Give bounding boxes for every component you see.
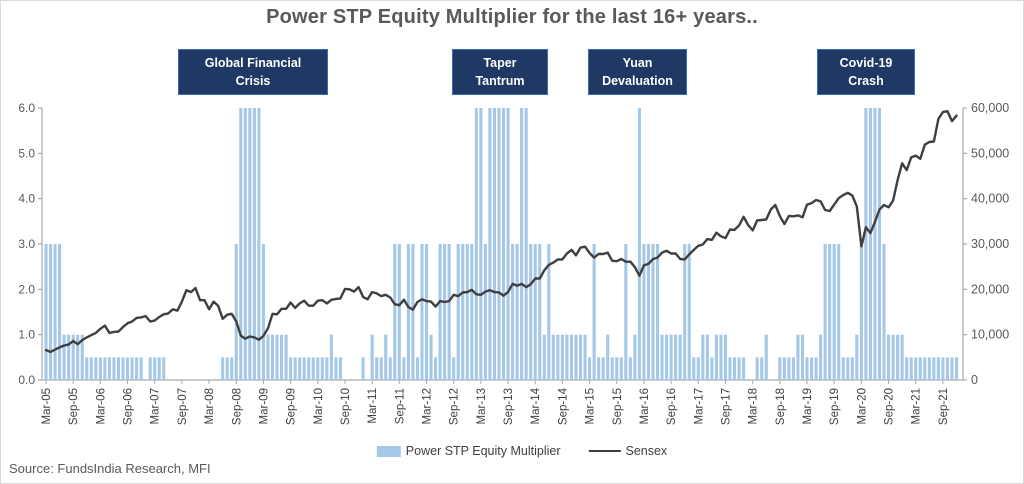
svg-text:Sep-08: Sep-08 xyxy=(231,388,243,425)
right-axis-labels: 0 10,000 20,000 30,000 40,000 50,000 60,000 xyxy=(971,101,1009,387)
annotation-taper-tantrum: Taper Tantrum xyxy=(452,49,548,95)
svg-text:Mar-16: Mar-16 xyxy=(639,388,651,424)
line-swatch-icon xyxy=(588,450,621,452)
x-axis-labels: Mar-05 Sep-05 Mar-06 Sep-06 Mar-07 Sep-07 Mar-… xyxy=(41,387,950,425)
svg-text:1.0: 1.0 xyxy=(18,328,35,342)
svg-text:3.0: 3.0 xyxy=(18,237,35,251)
svg-text:Sep-19: Sep-19 xyxy=(829,388,841,425)
svg-text:Sep-20: Sep-20 xyxy=(884,388,896,425)
svg-text:Sep-14: Sep-14 xyxy=(557,387,569,425)
svg-text:Sep-16: Sep-16 xyxy=(666,388,678,425)
svg-text:60,000: 60,000 xyxy=(971,101,1009,115)
svg-text:20,000: 20,000 xyxy=(971,282,1009,296)
svg-text:Sep-18: Sep-18 xyxy=(775,388,787,425)
svg-text:Mar-18: Mar-18 xyxy=(748,388,760,424)
svg-text:Mar-09: Mar-09 xyxy=(258,388,270,424)
svg-text:Mar-11: Mar-11 xyxy=(367,388,379,424)
svg-text:Sep-06: Sep-06 xyxy=(123,388,135,425)
svg-text:Mar-13: Mar-13 xyxy=(476,388,488,424)
svg-text:0.0: 0.0 xyxy=(18,373,35,387)
svg-text:Sep-21: Sep-21 xyxy=(938,388,950,425)
annotation-text: Crash xyxy=(848,74,884,88)
sensex-line xyxy=(44,109,958,354)
annotation-text: Devaluation xyxy=(602,74,673,88)
legend-label-sensex: Sensex xyxy=(625,444,668,458)
svg-text:Sep-09: Sep-09 xyxy=(286,388,298,425)
svg-text:10,000: 10,000 xyxy=(971,328,1009,342)
chart-legend: Power STP Equity Multiplier Sensex xyxy=(376,444,667,458)
svg-text:Sep-11: Sep-11 xyxy=(394,388,406,424)
svg-text:Mar-05: Mar-05 xyxy=(41,388,53,424)
svg-text:Sep-05: Sep-05 xyxy=(68,388,80,425)
annotation-text: Covid-19 xyxy=(839,55,893,70)
svg-text:Sep-12: Sep-12 xyxy=(449,388,461,425)
legend-item-sensex: Sensex xyxy=(588,444,667,458)
svg-text:Mar-07: Mar-07 xyxy=(150,388,162,424)
svg-text:6.0: 6.0 xyxy=(18,101,35,115)
annotation-text: Taper xyxy=(483,55,517,70)
svg-text:2.0: 2.0 xyxy=(18,282,35,296)
legend-item-multiplier: Power STP Equity Multiplier xyxy=(376,444,561,458)
svg-text:Mar-08: Mar-08 xyxy=(204,388,216,424)
svg-text:50,000: 50,000 xyxy=(971,146,1009,160)
svg-text:4.0: 4.0 xyxy=(18,192,35,206)
annotation-global-financial-crisis: Global Financial Crisis xyxy=(178,49,328,95)
svg-text:Mar-10: Mar-10 xyxy=(313,388,325,424)
chart-canvas: 0.0 1.0 2.0 3.0 4.0 5.0 6.0 0 10,000 20,000 30,000… xyxy=(18,101,1009,425)
svg-text:5.0: 5.0 xyxy=(18,146,35,160)
svg-text:Mar-17: Mar-17 xyxy=(693,388,705,424)
svg-text:Mar-12: Mar-12 xyxy=(422,388,434,424)
svg-text:Sep-13: Sep-13 xyxy=(503,388,515,425)
annotation-text: Crisis xyxy=(235,74,271,88)
svg-text:Sep-07: Sep-07 xyxy=(177,388,189,425)
svg-text:Mar-15: Mar-15 xyxy=(585,388,597,424)
annotation-covid-19-crash: Covid-19 Crash xyxy=(817,49,915,95)
multiplier-bars xyxy=(44,108,959,380)
bar-swatch-icon xyxy=(376,445,401,457)
page-title: Power STP Equity Multiplier for the last… xyxy=(266,6,758,28)
svg-text:Mar-21: Mar-21 xyxy=(911,388,923,424)
svg-text:Mar-06: Mar-06 xyxy=(95,388,107,424)
svg-text:Mar-19: Mar-19 xyxy=(802,388,814,424)
source-note: Source: FundsIndia Research, MFI xyxy=(9,461,211,476)
annotation-text: Tantrum xyxy=(475,74,525,88)
svg-text:Sep-10: Sep-10 xyxy=(340,388,352,425)
left-axis-labels: 0.0 1.0 2.0 3.0 4.0 5.0 6.0 xyxy=(18,101,35,387)
svg-text:Mar-20: Mar-20 xyxy=(856,388,868,424)
svg-text:Sep-17: Sep-17 xyxy=(720,388,732,425)
legend-label-multiplier: Power STP Equity Multiplier xyxy=(405,444,561,458)
svg-text:Mar-14: Mar-14 xyxy=(530,387,542,424)
svg-text:Sep-15: Sep-15 xyxy=(612,388,624,425)
annotation-text: Global Financial xyxy=(204,55,302,70)
annotation-text: Yuan xyxy=(622,55,653,70)
svg-text:0: 0 xyxy=(971,373,978,387)
svg-text:30,000: 30,000 xyxy=(971,237,1009,251)
svg-text:40,000: 40,000 xyxy=(971,192,1009,206)
annotation-yuan-devaluation: Yuan Devaluation xyxy=(588,49,687,95)
